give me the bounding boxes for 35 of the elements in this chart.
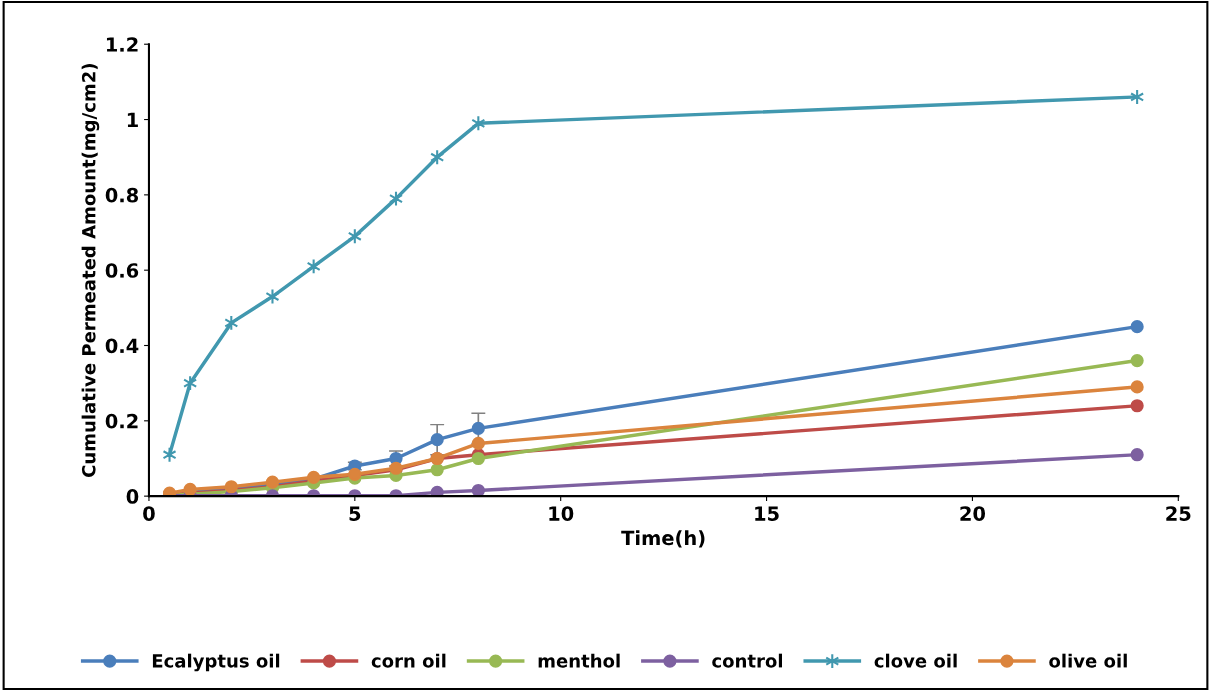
point — [471, 451, 485, 466]
point — [1130, 380, 1144, 394]
x-tick-label: 5 — [349, 506, 361, 521]
y-tick-label: 0.6 — [105, 263, 139, 278]
x-axis-title: Time(h) — [621, 530, 705, 548]
legend-label: menthol — [538, 653, 620, 668]
point — [1130, 320, 1144, 334]
point — [265, 288, 280, 305]
point — [430, 433, 444, 447]
point — [471, 483, 485, 497]
point — [1130, 448, 1144, 462]
x-tick-label: 20 — [960, 506, 986, 521]
y-tick-label: 0.8 — [105, 187, 139, 203]
x-tick-label: 15 — [755, 506, 779, 521]
y-tick-label: 0.2 — [105, 413, 138, 429]
y-tick-label: 0.4 — [105, 338, 139, 354]
y-axis-title: Cumulative Permeated Amount(mg/cm2) — [81, 64, 100, 477]
y-tick-label: 1 — [127, 112, 138, 127]
x-tick-label: 25 — [1166, 506, 1191, 521]
x-tick-label: 0 — [143, 506, 155, 521]
point — [1130, 353, 1144, 368]
legend-label: Ecalyptus oil — [152, 653, 280, 672]
legend-label: clove oil — [874, 653, 957, 668]
legend-label: corn oil — [371, 653, 446, 668]
point — [162, 446, 177, 463]
point — [1130, 399, 1144, 413]
point — [471, 421, 485, 435]
point — [430, 463, 444, 477]
legend-label: control — [712, 653, 783, 668]
point — [471, 436, 485, 451]
legend-label: olive oil — [1049, 653, 1127, 668]
y-tick-label: 0 — [126, 489, 139, 504]
point — [430, 485, 444, 497]
y-tick-label: 1.2 — [106, 37, 138, 52]
x-tick-label: 10 — [549, 506, 574, 521]
